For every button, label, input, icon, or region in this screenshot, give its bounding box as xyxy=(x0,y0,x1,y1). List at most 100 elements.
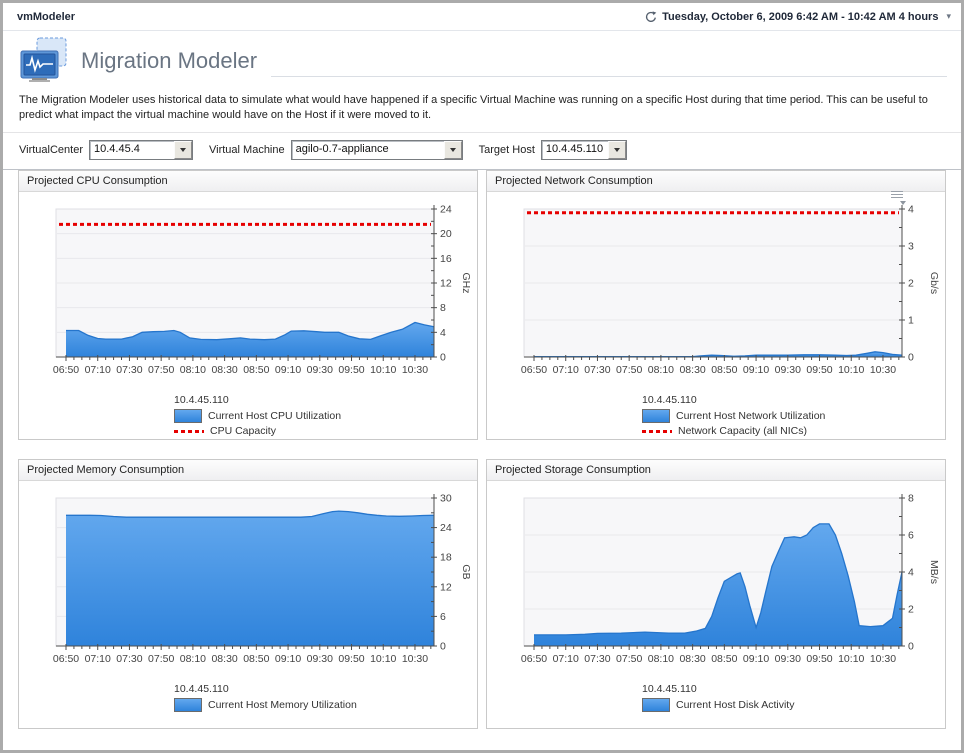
svg-text:09:50: 09:50 xyxy=(806,364,832,376)
svg-text:09:50: 09:50 xyxy=(338,364,364,376)
app-window: vmModeler Tuesday, October 6, 2009 6:42 … xyxy=(3,3,961,750)
svg-text:08:30: 08:30 xyxy=(211,364,237,376)
chart-legend: 10.4.45.110 Current Host Disk Activity xyxy=(642,683,794,714)
legend-capacity-swatch xyxy=(642,429,672,433)
svg-text:0: 0 xyxy=(908,352,914,364)
panel-title: Projected Memory Consumption xyxy=(27,464,185,476)
time-range-label: Tuesday, October 6, 2009 6:42 AM - 10:42… xyxy=(662,10,939,23)
legend-item: Current Host Memory Utilization xyxy=(174,698,357,712)
svg-text:07:10: 07:10 xyxy=(553,653,579,665)
svg-text:0: 0 xyxy=(908,641,914,653)
chart-legend: 10.4.45.110 Current Host Memory Utilizati… xyxy=(174,683,357,714)
svg-text:09:10: 09:10 xyxy=(743,364,769,376)
svg-text:08:10: 08:10 xyxy=(180,653,206,665)
svg-text:6: 6 xyxy=(440,611,446,623)
svg-text:06:50: 06:50 xyxy=(521,364,547,376)
svg-text:07:30: 07:30 xyxy=(116,653,142,665)
page-title: Migration Modeler xyxy=(81,47,258,73)
svg-text:07:50: 07:50 xyxy=(148,364,174,376)
svg-text:10:30: 10:30 xyxy=(870,364,896,376)
legend-item-label: Current Host Network Utilization xyxy=(676,410,826,422)
legend-area-swatch xyxy=(174,409,202,423)
cpu-consumption-chart: 06:50 07:10 07:30 07:50 08:10 08:30 08:50 09:10… xyxy=(53,204,472,377)
svg-text:07:10: 07:10 xyxy=(85,653,111,665)
legend-capacity-swatch xyxy=(174,429,204,433)
svg-text:10:30: 10:30 xyxy=(402,364,428,376)
svg-text:07:10: 07:10 xyxy=(553,364,579,376)
svg-text:09:10: 09:10 xyxy=(275,364,301,376)
svg-text:08:30: 08:30 xyxy=(679,653,705,665)
dropdown-arrow-icon[interactable] xyxy=(607,141,626,159)
target-host-select[interactable]: 10.4.45.110 xyxy=(540,140,627,160)
svg-text:16: 16 xyxy=(440,253,452,265)
network-consumption-chart: 06:50 07:10 07:30 07:50 08:10 08:30 08:50 09:10… xyxy=(521,204,940,377)
svg-text:18: 18 xyxy=(440,552,452,564)
svg-text:4: 4 xyxy=(908,567,914,579)
svg-text:07:30: 07:30 xyxy=(584,653,610,665)
svg-text:08:10: 08:10 xyxy=(180,364,206,376)
svg-text:Gb/s: Gb/s xyxy=(928,272,940,294)
svg-text:10:30: 10:30 xyxy=(870,653,896,665)
panel-title: Projected Network Consumption xyxy=(495,175,653,187)
chart-options-menu-icon[interactable] xyxy=(891,191,906,205)
clock-refresh-icon xyxy=(645,10,657,23)
svg-text:08:30: 08:30 xyxy=(211,653,237,665)
svg-text:2: 2 xyxy=(908,604,914,616)
svg-text:12: 12 xyxy=(440,278,452,290)
virtual-machine-select[interactable]: agilo-0.7-appliance xyxy=(290,140,463,160)
virtualcenter-select[interactable]: 10.4.45.4 xyxy=(89,140,193,160)
svg-text:07:30: 07:30 xyxy=(584,364,610,376)
time-range-selector[interactable]: Tuesday, October 6, 2009 6:42 AM - 10:42… xyxy=(645,11,951,23)
svg-text:0: 0 xyxy=(440,641,446,653)
svg-text:0: 0 xyxy=(440,352,446,364)
svg-text:1: 1 xyxy=(908,315,914,327)
svg-text:08:10: 08:10 xyxy=(648,364,674,376)
legend-item-label: Current Host CPU Utilization xyxy=(208,410,342,422)
chart-legend: 10.4.45.110 Current Host Network Utilizat… xyxy=(642,394,825,439)
chart-panel-cpu: Projected CPU Consumption 06:50 07:10 07:3… xyxy=(18,170,478,440)
legend-item: Current Host CPU Utilization xyxy=(174,409,341,423)
chevron-down-icon: ▾ xyxy=(946,11,951,21)
legend-host-label: 10.4.45.110 xyxy=(642,683,697,695)
storage-consumption-chart: 06:50 07:10 07:30 07:50 08:10 08:30 08:50 09:10… xyxy=(521,493,940,666)
dropdown-arrow-icon[interactable] xyxy=(443,141,462,159)
svg-text:2: 2 xyxy=(908,278,914,290)
svg-text:09:30: 09:30 xyxy=(775,653,801,665)
legend-item: Current Host Disk Activity xyxy=(642,698,794,712)
svg-text:06:50: 06:50 xyxy=(53,653,79,665)
target-host-value: 10.4.45.110 xyxy=(545,143,604,155)
svg-text:07:50: 07:50 xyxy=(616,364,642,376)
app-title: vmModeler xyxy=(17,10,76,23)
virtual-machine-value: agilo-0.7-appliance xyxy=(295,143,389,155)
svg-text:10:10: 10:10 xyxy=(838,653,864,665)
svg-text:10:10: 10:10 xyxy=(370,364,396,376)
virtualcenter-value: 10.4.45.4 xyxy=(94,143,140,155)
page-header: Migration Modeler xyxy=(19,37,949,84)
svg-text:8: 8 xyxy=(908,493,914,505)
svg-text:09:10: 09:10 xyxy=(275,653,301,665)
svg-text:09:10: 09:10 xyxy=(743,653,769,665)
filter-bar: VirtualCenter 10.4.45.4 Virtual Machine … xyxy=(3,133,961,169)
svg-text:10:10: 10:10 xyxy=(370,653,396,665)
page-description: The Migration Modeler uses historical da… xyxy=(19,94,928,121)
svg-text:4: 4 xyxy=(440,327,446,339)
chart-panel-storage: Projected Storage Consumption 06:50 07:10… xyxy=(486,459,946,729)
svg-text:08:50: 08:50 xyxy=(711,653,737,665)
dropdown-arrow-icon[interactable] xyxy=(174,141,192,159)
legend-area-swatch xyxy=(642,409,670,423)
svg-text:08:50: 08:50 xyxy=(711,364,737,376)
legend-host-label: 10.4.45.110 xyxy=(642,394,697,406)
svg-text:07:10: 07:10 xyxy=(85,364,111,376)
panel-title: Projected Storage Consumption xyxy=(495,464,651,476)
svg-text:30: 30 xyxy=(440,493,452,505)
legend-item: Current Host Network Utilization xyxy=(642,409,825,423)
memory-consumption-chart: 06:50 07:10 07:30 07:50 08:10 08:30 08:50 09:10… xyxy=(53,493,472,666)
svg-text:09:50: 09:50 xyxy=(338,653,364,665)
svg-text:24: 24 xyxy=(440,522,452,534)
svg-text:GHz: GHz xyxy=(460,273,472,294)
legend-area-swatch xyxy=(642,698,670,712)
svg-text:8: 8 xyxy=(440,302,446,314)
svg-text:10:10: 10:10 xyxy=(838,364,864,376)
svg-text:4: 4 xyxy=(908,204,914,216)
svg-text:06:50: 06:50 xyxy=(53,364,79,376)
